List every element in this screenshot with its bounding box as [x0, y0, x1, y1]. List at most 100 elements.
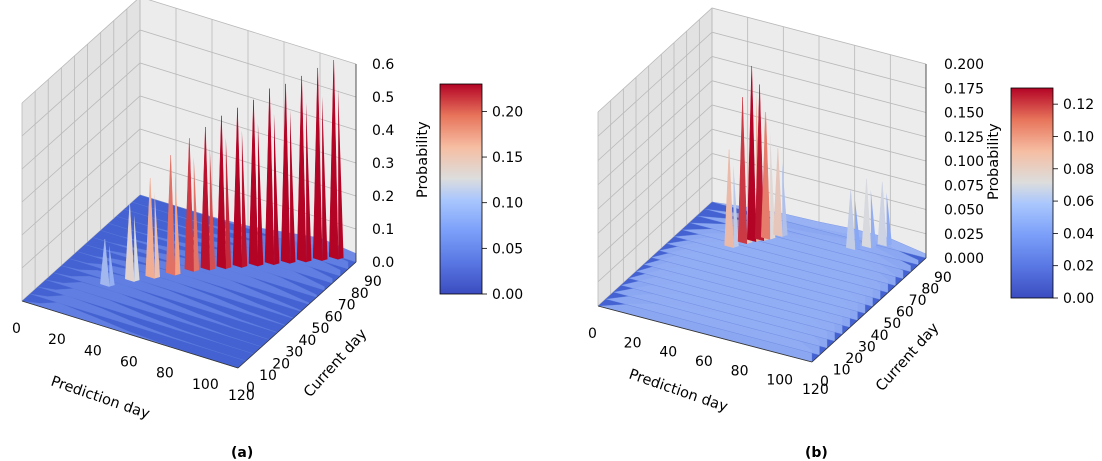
x-tick-label: 80: [156, 366, 174, 382]
y-tick-label: 80: [351, 286, 369, 302]
y-tick-label: 50: [312, 321, 330, 337]
x-tick-label: 80: [731, 363, 749, 379]
x-tick-label: 40: [84, 343, 102, 359]
panel-a: 02040608010012001020304050607080900.00.1…: [12, 0, 523, 461]
surface-spike: [184, 138, 195, 272]
surface-spike: [264, 88, 275, 266]
z-tick-label: 0.0: [372, 255, 394, 271]
x-tick-label: 120: [802, 382, 829, 398]
colorbar-tick-label: 0.06: [1063, 194, 1094, 210]
panel-caption: (b): [805, 445, 828, 461]
surface-spike: [770, 132, 776, 240]
surface-spike: [733, 165, 739, 248]
surface-spike: [886, 192, 892, 247]
colorbar-tick-label: 0.00: [1063, 291, 1094, 307]
surface-spike: [241, 130, 248, 268]
surface-spike: [737, 97, 748, 245]
x-tick-label: 0: [588, 326, 597, 342]
z-tick-label: 0.000: [944, 251, 984, 267]
x-tick-label: 100: [192, 377, 219, 393]
y-axis-line: [237, 261, 357, 369]
y-tick-label: 60: [325, 309, 343, 325]
z-tick-label: 0.050: [944, 203, 984, 219]
surface-spike: [124, 204, 135, 283]
colorbar-tick-label: 0.15: [492, 150, 523, 166]
z-tick-label: 0.5: [372, 90, 394, 106]
x-tick-label: 40: [659, 345, 677, 361]
x-axis-label: Prediction day: [627, 367, 730, 416]
surface-plot: [597, 65, 927, 363]
surface-spike: [100, 239, 110, 287]
z-tick-label: 0.200: [944, 57, 984, 73]
surface-spike: [782, 162, 788, 237]
surface-spike: [754, 84, 765, 242]
y-tick-label: 30: [285, 345, 303, 361]
y-tick-label: 70: [909, 293, 927, 309]
x-tick-label: 20: [48, 332, 66, 348]
left-pane: [22, 0, 140, 301]
y-tick-label: 20: [272, 356, 290, 372]
surface-spike: [296, 75, 307, 263]
surface-spike: [846, 190, 856, 251]
colorbar-tick-label: 0.05: [492, 241, 523, 257]
surface-spike: [248, 99, 259, 267]
y-tick-label: 20: [845, 351, 863, 367]
colorbar-tick-label: 0.04: [1063, 226, 1094, 242]
surface-spike: [280, 83, 291, 264]
panel-b: 02040608010012001020304050607080900.0000…: [588, 7, 1094, 461]
surface-spike: [273, 113, 280, 265]
z-tick-label: 0.125: [944, 130, 984, 146]
z-tick-label: 0.4: [372, 123, 394, 139]
axis-ticks: 02040608010012001020304050607080900.0000…: [588, 57, 984, 398]
y-tick-label: 90: [364, 274, 382, 290]
y-tick-label: 40: [871, 328, 889, 344]
y-tick-label: 80: [921, 282, 939, 298]
surface-spike: [257, 123, 264, 267]
z-tick-label: 0.2: [372, 189, 394, 205]
surface-spike: [312, 67, 323, 262]
colorbar-tick-label: 0.10: [1063, 129, 1094, 145]
y-tick-label: 10: [259, 368, 277, 384]
surface-spike: [877, 181, 887, 247]
axis-ticks: 02040608010012001020304050607080900.00.1…: [12, 57, 394, 404]
surface-spike: [861, 178, 872, 249]
y-tick-label: 40: [298, 333, 316, 349]
z-tick-label: 0.025: [944, 227, 984, 243]
x-axis-label: Prediction day: [49, 374, 152, 423]
surface-spike: [134, 214, 140, 282]
z-tick-label: 0.150: [944, 106, 984, 122]
surface-spike: [145, 178, 155, 279]
surface-spike: [209, 147, 216, 271]
x-axis-line: [597, 305, 813, 363]
colorbar-gradient: [439, 83, 483, 295]
x-tick-label: 120: [228, 388, 255, 404]
y-tick-label: 0: [820, 374, 829, 390]
z-tick-label: 0.075: [944, 178, 984, 194]
x-tick-label: 20: [624, 335, 642, 351]
x-tick-label: 100: [766, 373, 793, 389]
z-tick-label: 0.6: [372, 57, 394, 73]
surface-spike: [338, 88, 344, 260]
surface-spike: [193, 157, 200, 272]
x-axis-line: [21, 300, 239, 369]
surface-spike: [232, 107, 243, 268]
y-tick-label: 50: [883, 316, 901, 332]
z-tick-label: 0.100: [944, 154, 984, 170]
colorbar-tick-label: 0.10: [492, 196, 523, 212]
surface-spike: [855, 200, 861, 250]
surface-spike: [328, 59, 339, 260]
y-tick-label: 10: [833, 362, 851, 378]
surface-spike: [773, 148, 783, 238]
x-tick-label: 0: [12, 321, 21, 337]
colorbar-tick-label: 0.08: [1063, 162, 1094, 178]
colorbar-tick-label: 0.02: [1063, 259, 1094, 275]
x-tick-label: 60: [695, 354, 713, 370]
surface-spike: [870, 190, 877, 248]
colorbar-tick-label: 0.00: [492, 287, 523, 303]
x-tick-label: 60: [120, 355, 138, 371]
surface-spike: [747, 65, 757, 243]
colorbar-tick-label: 0.12: [1063, 97, 1094, 113]
panel-caption: (a): [231, 445, 253, 461]
surface-spike: [290, 109, 296, 264]
